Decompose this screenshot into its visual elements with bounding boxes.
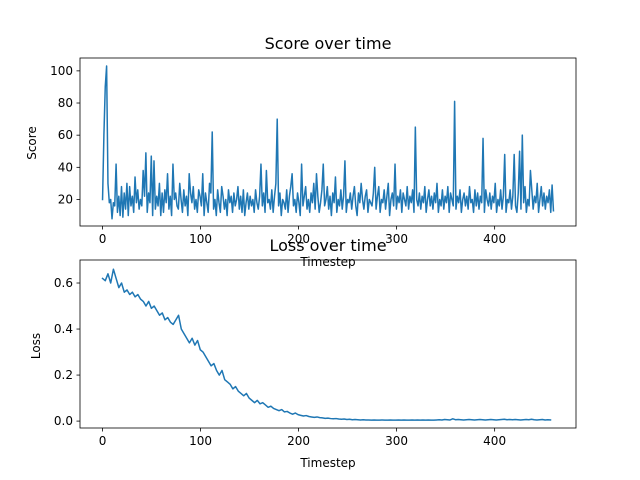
score-chart: Score over time Timestep Score 0 100 200 30… [25,34,577,269]
x-tick-label: 0 [99,434,107,448]
y-tick-label: 0.4 [54,322,73,336]
plot-frame [79,259,577,429]
axis-ticks: 0 100 200 300 400 0.0 0.2 0.4 0.6 [54,276,506,448]
x-tick-label: 100 [189,232,212,246]
x-tick-label: 200 [287,232,310,246]
y-tick-label: 0.6 [54,276,73,290]
axis-ticks: 0 100 200 300 400 20 40 60 80 100 [50,64,506,246]
y-tick-label: 0.2 [54,368,73,382]
y-tick-label: 20 [58,192,73,206]
loss-chart: Loss over time Timestep Loss 0 100 200 300 4… [29,236,577,470]
series-line [101,268,552,421]
x-tick-label: 100 [189,434,212,448]
y-axis-label: Loss [29,333,43,359]
chart-title: Loss over time [269,236,386,255]
x-axis-label: Timestep [299,456,355,470]
x-tick-label: 400 [483,232,506,246]
x-tick-label: 0 [99,232,107,246]
y-tick-label: 80 [58,96,73,110]
x-tick-label: 300 [385,434,408,448]
y-tick-label: 100 [50,64,73,78]
y-tick-label: 60 [58,128,73,142]
x-axis-label: Timestep [299,255,355,269]
y-axis-label: Score [25,126,39,160]
y-tick-label: 0.0 [54,414,73,428]
x-tick-label: 200 [287,434,310,448]
x-tick-label: 400 [483,434,506,448]
chart-title: Score over time [265,34,392,53]
series-line [101,65,555,220]
y-tick-label: 40 [58,160,73,174]
plot-frame [79,57,577,227]
x-tick-label: 300 [385,232,408,246]
